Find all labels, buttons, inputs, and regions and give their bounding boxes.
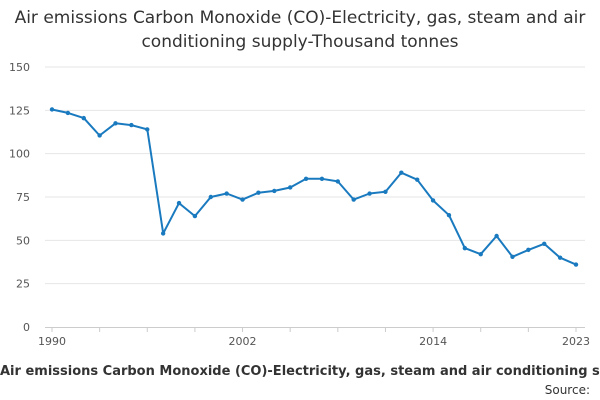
data-point[interactable] xyxy=(415,177,420,182)
y-axis-tick-labels: 0 25 50 75 100 125 150 xyxy=(9,61,30,334)
data-point[interactable] xyxy=(256,190,261,195)
data-point[interactable] xyxy=(478,252,483,257)
data-point[interactable] xyxy=(542,241,547,246)
data-point[interactable] xyxy=(113,121,118,126)
data-point[interactable] xyxy=(557,255,563,260)
y-tick-label: 25 xyxy=(16,278,30,291)
data-point[interactable] xyxy=(272,188,277,194)
y-tick-label: 75 xyxy=(16,191,30,204)
data-point[interactable] xyxy=(224,191,229,196)
data-point[interactable] xyxy=(97,133,102,138)
y-tick-label: 150 xyxy=(9,61,30,74)
x-axis xyxy=(45,327,585,332)
data-point[interactable] xyxy=(462,245,468,251)
series-line xyxy=(51,108,577,266)
data-point[interactable] xyxy=(208,194,213,200)
y-tick-label: 50 xyxy=(16,234,30,247)
data-point[interactable] xyxy=(430,198,436,203)
data-point[interactable] xyxy=(129,122,134,128)
x-tick-label: 1990 xyxy=(38,335,66,348)
data-point[interactable] xyxy=(81,115,86,121)
x-tick-label: 2023 xyxy=(562,335,590,348)
data-point[interactable] xyxy=(192,213,198,219)
source-note: Source: xyxy=(544,383,590,397)
series-layer xyxy=(49,107,579,267)
x-axis-tick-labels: 1990 2002 2014 2023 xyxy=(38,335,590,348)
data-point[interactable] xyxy=(240,197,245,202)
data-point[interactable] xyxy=(399,170,404,175)
data-point[interactable] xyxy=(176,200,182,206)
data-point[interactable] xyxy=(65,110,71,116)
data-point[interactable] xyxy=(351,197,356,202)
data-point[interactable] xyxy=(145,127,150,132)
data-point[interactable] xyxy=(383,189,388,194)
chart-title: Air emissions Carbon Monoxide (CO)-Elect… xyxy=(14,8,586,52)
data-point[interactable] xyxy=(287,185,293,190)
data-point[interactable] xyxy=(573,262,579,267)
data-point[interactable] xyxy=(303,176,309,181)
data-point[interactable] xyxy=(494,233,499,239)
x-tick-label: 2014 xyxy=(419,335,447,348)
data-point[interactable] xyxy=(335,179,341,184)
data-point[interactable] xyxy=(526,247,531,253)
data-point[interactable] xyxy=(160,231,166,236)
data-point[interactable] xyxy=(446,213,452,218)
data-point[interactable] xyxy=(367,191,372,196)
data-point[interactable] xyxy=(319,176,325,181)
data-point[interactable] xyxy=(49,107,55,112)
gridlines xyxy=(45,66,585,285)
x-tick-label: 2002 xyxy=(229,335,257,348)
y-tick-label: 125 xyxy=(9,104,30,117)
x-axis-caption: Air emissions Carbon Monoxide (CO)-Elect… xyxy=(0,364,600,379)
y-tick-label: 0 xyxy=(23,321,30,334)
data-point[interactable] xyxy=(510,254,515,259)
y-tick-label: 100 xyxy=(9,148,30,161)
